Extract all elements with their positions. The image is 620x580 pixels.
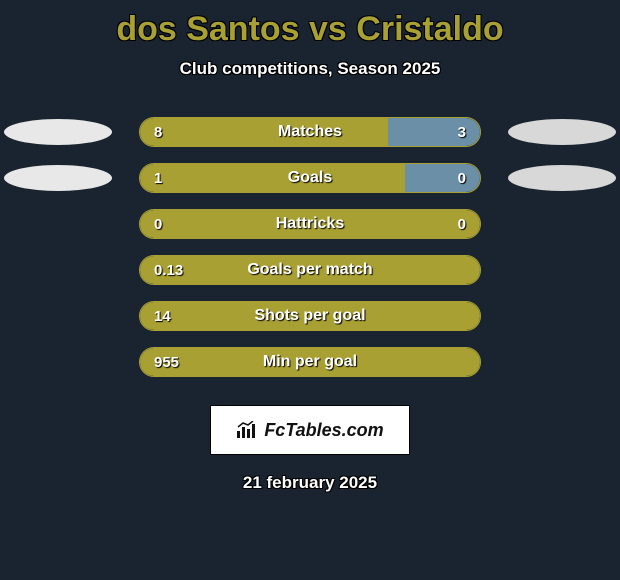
stat-row: 00Hattricks: [0, 201, 620, 247]
stat-bar: 83Matches: [139, 117, 481, 147]
player-right-ellipse: [508, 165, 616, 191]
subtitle: Club competitions, Season 2025: [0, 59, 620, 79]
chart-icon: [236, 421, 258, 439]
stats-rows: 83Matches 10Goals 00Hattricks 0.13Goals per…: [0, 109, 620, 385]
page-title: dos Santos vs Cristaldo: [0, 0, 620, 49]
bar-fill-left: [140, 118, 388, 146]
bar-fill-left: [140, 302, 480, 330]
bar-fill-left: [140, 256, 480, 284]
stat-row: 0.13Goals per match: [0, 247, 620, 293]
bar-fill-left: [140, 348, 480, 376]
stat-bar: 955Min per goal: [139, 347, 481, 377]
stat-row: 14Shots per goal: [0, 293, 620, 339]
player-left-ellipse: [4, 119, 112, 145]
stat-row: 83Matches: [0, 109, 620, 155]
player-right-ellipse: [508, 119, 616, 145]
stat-bar: 10Goals: [139, 163, 481, 193]
logo-box: FcTables.com: [210, 405, 410, 455]
date-text: 21 february 2025: [0, 473, 620, 493]
stat-bar: 00Hattricks: [139, 209, 481, 239]
stat-bar: 0.13Goals per match: [139, 255, 481, 285]
player-left-ellipse: [4, 165, 112, 191]
stat-row: 955Min per goal: [0, 339, 620, 385]
bar-fill-left: [140, 210, 480, 238]
stat-bar: 14Shots per goal: [139, 301, 481, 331]
bar-fill-right: [405, 164, 480, 192]
bar-fill-left: [140, 164, 405, 192]
stat-row: 10Goals: [0, 155, 620, 201]
logo-text: FcTables.com: [264, 420, 383, 441]
bar-fill-right: [388, 118, 480, 146]
